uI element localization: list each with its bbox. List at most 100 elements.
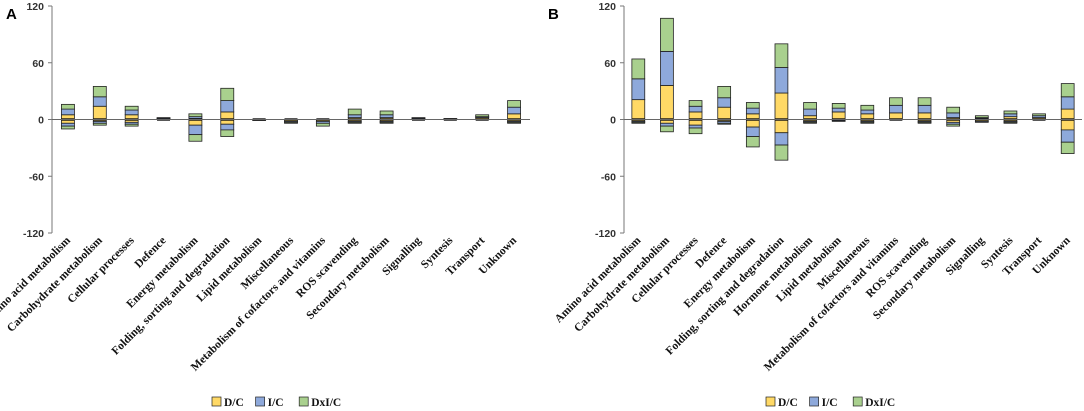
panel-b-bar-ic-neg (745, 126, 760, 137)
panel-b-bar-ic-pos (860, 109, 875, 115)
panel-b-bar-dxic-pos (831, 103, 846, 109)
panel-b-bar-ic-pos (745, 107, 760, 115)
panel-a-bar-dxic-pos (507, 100, 521, 108)
panel-b-bar-dc-neg (774, 119, 789, 134)
panel-a-bar-dxic-pos (347, 108, 362, 116)
panel-a-bar-ic-pos (220, 100, 235, 113)
panel-b-bar-ic-neg (974, 120, 989, 123)
panel-a-bar-dxic-pos (188, 113, 203, 118)
panel-b-bar-dxic-neg (803, 121, 817, 124)
panel-b-legend-swatch (809, 396, 819, 407)
panel-b-bar-dxic-pos (688, 100, 703, 107)
panel-a-bar-dxic-pos (92, 85, 107, 98)
panel-a-y-tick-label: -120 (23, 228, 44, 240)
panel-a-bar-dxic-neg (507, 121, 521, 124)
panel-b-legend-label: DxI/C (865, 397, 895, 409)
panel-b-bar-dxic-neg (860, 121, 875, 124)
panel-a-bar-dxic-neg (347, 121, 362, 124)
panel-a-bar-ic-neg (220, 123, 235, 131)
panel-a-bar-dxic-neg (284, 121, 298, 124)
panel-b-bar-dxic-pos (860, 104, 875, 111)
panel-b-bar-dxic-pos (803, 102, 817, 110)
panel-b-bar-dc-pos (1060, 108, 1075, 120)
panel-a-bar-dxic-neg (379, 121, 394, 124)
panel-a-letter: A (6, 6, 17, 23)
panel-b-bar-dxic-neg (688, 127, 703, 135)
panel-b-legend-swatch (765, 396, 776, 407)
panel-b-bar-ic-neg (660, 122, 674, 127)
panel-a-bar-ic-pos (379, 114, 394, 119)
panel-a-bar-ic-pos (92, 96, 107, 107)
panel-b-y-tick-label: -120 (595, 228, 616, 240)
panel-b-bar-dxic-neg (1003, 121, 1018, 124)
panel-b-bar-dxic-neg (717, 122, 732, 125)
panel-b-bar-dxic-pos (917, 97, 932, 106)
panel-a-bar-ic-pos (347, 114, 362, 119)
panel-b-bar-dxic-neg (946, 123, 961, 127)
panel-a-legend-swatch (211, 396, 222, 407)
panel-a-bar-dxic-neg (220, 129, 235, 137)
panel-b-bar-dxic-neg (917, 121, 932, 124)
panel-a-y-tick-label: 0 (38, 115, 44, 127)
panel-b-legend-swatch (852, 396, 863, 407)
panel-b-bar-dxic-neg (774, 144, 789, 161)
panel-b-bar-ic-pos (660, 51, 674, 86)
panel-a-bar-dc-pos (92, 105, 107, 120)
panel-b-bar-ic-pos (831, 107, 846, 113)
panel-a-y-tick-label: -60 (29, 171, 44, 183)
panel-b-bar-dxic-pos (1003, 110, 1018, 115)
panel-a-legend-swatch (298, 396, 309, 407)
panel-b-y-tick-label: 120 (598, 1, 616, 13)
panel-a-bar-dxic-neg (188, 134, 203, 142)
panel-a-bar-dxic-pos (475, 114, 490, 118)
panel-a-bar-dxic-neg (61, 125, 75, 130)
panel-a-y-tick-label: 120 (26, 1, 44, 13)
panel-b-legend-label: I/C (822, 397, 838, 409)
panel-b-bar-ic-neg (688, 124, 703, 129)
panel-b-bar-dxic-pos (774, 43, 789, 68)
panel-b-bar-ic-pos (631, 78, 646, 101)
panel-a-bar-ic-pos (507, 106, 521, 115)
panel-a-bar-dxic-neg (92, 122, 107, 126)
panel-b-bar-dxic-pos (946, 106, 961, 114)
panel-b-letter: B (548, 6, 559, 23)
panel-b-y-tick-label: 60 (604, 58, 616, 70)
panel-b-bar-dxic-pos (889, 97, 903, 106)
panel-a-bar-ic-neg (61, 122, 75, 127)
panel-b-y-tick-label: -60 (601, 171, 616, 183)
panel-a-bar-dxic-pos (124, 105, 139, 111)
panel-b-bar-dc-pos (717, 106, 732, 120)
panel-b-bar-ic-pos (774, 67, 789, 94)
panel-b-bar-dxic-pos (745, 102, 760, 109)
panel-b-bar-dxic-pos (1032, 113, 1046, 117)
panel-b-bar-ic-pos (1003, 113, 1018, 118)
panel-a-bar-dxic-pos (220, 87, 235, 101)
panel-b-bar-dc-neg (1060, 119, 1075, 131)
panel-b-bar-dc-pos (774, 92, 789, 120)
panel-b-bar-dc-pos (631, 99, 646, 120)
panel-a-bar-ic-neg (188, 124, 203, 136)
panel-b-bar-dxic-neg (631, 121, 646, 124)
panel-b-bar-dxic-pos (1060, 83, 1075, 98)
panel-b-bar-ic-pos (688, 105, 703, 113)
panel-b-bar-dxic-neg (660, 125, 674, 133)
panel-a-bar-dxic-neg (124, 123, 139, 127)
panel-b-bar-ic-neg (774, 132, 789, 146)
panel-a-legend-label: D/C (224, 397, 244, 409)
panel-a-bar-ic-pos (124, 109, 139, 116)
panel-b-bar-dxic-neg (745, 136, 760, 148)
panel-a-bar-dxic-pos (61, 103, 75, 110)
panel-a-legend-swatch (255, 396, 265, 407)
panel-a-legend-label: I/C (268, 397, 284, 409)
panel-b-bar-dxic-neg (1060, 141, 1075, 154)
panel-a-bar-dxic-neg (315, 122, 330, 127)
panel-b-bar-ic-pos (717, 97, 732, 108)
panel-b-bar-ic-pos (946, 112, 961, 119)
panel-b-bar-dxic-pos (974, 115, 989, 119)
panel-a-bar-ic-pos (61, 108, 75, 116)
panel-b-bar-ic-pos (803, 108, 817, 117)
panel-a-legend-label: DxI/C (311, 397, 341, 409)
